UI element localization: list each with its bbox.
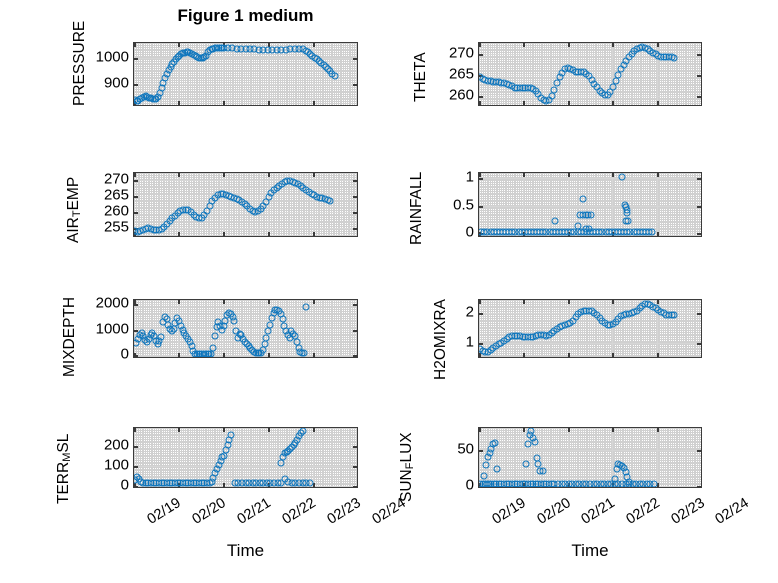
axes-air-temp — [133, 172, 358, 237]
axes-theta — [478, 42, 702, 106]
subplot-rainfall: 0 0.5 1 RAINFALL — [408, 169, 702, 245]
ytick-label: 200 — [103, 436, 129, 454]
subplot-terr-msl: 0 100 200 TERRMSL 02/19 02/20 02/21 02/2… — [55, 427, 409, 560]
ytick-label: 0 — [465, 476, 474, 494]
xtick-label: 02/21 — [234, 495, 274, 528]
xtick-label: 02/22 — [623, 495, 663, 528]
ytick-label: 50 — [457, 440, 474, 458]
axes-pressure — [133, 42, 358, 106]
minor-grid — [134, 43, 357, 105]
xlabel-time-right: Time — [571, 541, 609, 560]
ytick-label: 265 — [448, 65, 474, 83]
ytick-label: 1 — [465, 168, 474, 186]
ytick-label: 2 — [465, 303, 474, 321]
ytick-label: 0 — [120, 476, 129, 494]
xlabel-time-left: Time — [226, 541, 265, 560]
subplot-h2omixra: 1 2 H2OMIXRA — [432, 299, 702, 380]
axes-mixdepth — [133, 299, 358, 358]
ylabel-mixdepth: MIXDEPTH — [61, 296, 78, 377]
ytick-label: 260 — [103, 202, 129, 220]
xtick-label: 02/23 — [668, 495, 708, 528]
minor-grid — [134, 173, 357, 236]
ylabel-theta: THETA — [412, 52, 429, 102]
ylabel-rainfall: RAINFALL — [408, 171, 425, 245]
ytick-label: 2000 — [95, 294, 129, 312]
ytick-label: 255 — [103, 218, 129, 236]
ytick-label: 900 — [103, 74, 129, 92]
axes-rainfall — [478, 172, 702, 237]
xtick-label: 02/20 — [534, 495, 574, 528]
subplot-pressure: 900 1000 PRESSURE — [71, 21, 358, 106]
ytick-label: 0 — [120, 345, 129, 363]
minor-grid — [479, 300, 701, 357]
xtick-label: 02/21 — [578, 495, 618, 528]
subplot-mixdepth: 0 1000 2000 MIXDEPTH — [61, 295, 358, 377]
ylabel-sun-flux: SUNFLUX — [398, 432, 416, 502]
ylabel-pressure: PRESSURE — [71, 20, 88, 106]
axes-terr-msl — [133, 427, 358, 488]
xtick-label: 02/19 — [144, 495, 184, 528]
subplot-theta: 260 265 270 THETA — [412, 42, 702, 106]
ytick-label: 270 — [103, 170, 129, 188]
minor-grid — [479, 428, 701, 487]
ytick-label: 0 — [465, 223, 474, 241]
ytick-label: 0.5 — [453, 196, 474, 214]
axes-sun-flux — [478, 427, 702, 488]
xtick-label: 02/23 — [324, 495, 364, 528]
subplot-air-temp: 255 260 265 270 AIRTEMP — [65, 171, 358, 243]
ytick-label: 1000 — [95, 48, 129, 66]
ytick-label: 270 — [448, 44, 474, 62]
figure-title: Figure 1 medium — [177, 6, 314, 25]
xtick-label: 02/20 — [189, 495, 229, 528]
minor-grid — [134, 300, 357, 357]
xtick-label: 02/22 — [279, 495, 319, 528]
minor-grid — [479, 173, 701, 236]
axes-h2omixra — [478, 299, 702, 358]
subplot-sun-flux: 0 50 SUNFLUX 02/19 02/20 02/21 02/22 02/… — [398, 427, 752, 560]
ylabel-h2omixra: H2OMIXRA — [432, 299, 449, 380]
ytick-label: 1000 — [95, 320, 129, 338]
ylabel-air-temp: AIRTEMP — [65, 176, 83, 243]
xtick-label: 02/24 — [712, 495, 752, 528]
ytick-label: 265 — [103, 186, 129, 204]
ytick-label: 100 — [103, 456, 129, 474]
ylabel-terr-msl: TERRMSL — [55, 433, 73, 504]
minor-grid — [134, 428, 357, 487]
ytick-label: 260 — [448, 86, 474, 104]
xtick-label: 02/19 — [489, 495, 529, 528]
ytick-label: 1 — [465, 333, 474, 351]
